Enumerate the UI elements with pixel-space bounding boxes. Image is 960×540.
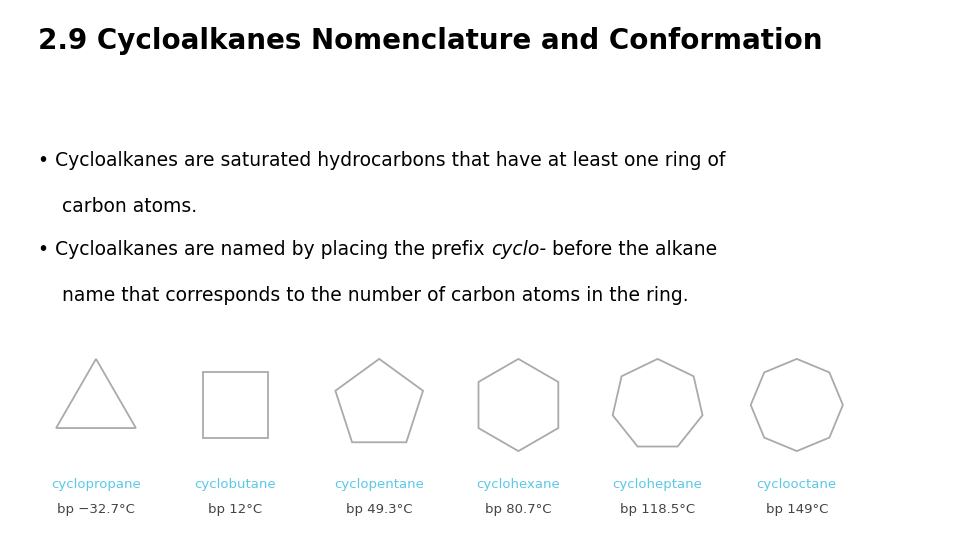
Text: cyclohexane: cyclohexane [476,478,561,491]
Text: bp 118.5°C: bp 118.5°C [620,503,695,516]
Text: • Cycloalkanes are saturated hydrocarbons that have at least one ring of: • Cycloalkanes are saturated hydrocarbon… [38,151,726,170]
Text: 2.9 Cycloalkanes Nomenclature and Conformation: 2.9 Cycloalkanes Nomenclature and Confor… [38,27,823,55]
Text: bp 149°C: bp 149°C [766,503,828,516]
Text: cyclobutane: cyclobutane [194,478,276,491]
Text: name that corresponds to the number of carbon atoms in the ring.: name that corresponds to the number of c… [38,286,689,305]
Text: bp −32.7°C: bp −32.7°C [57,503,135,516]
Text: cyclooctane: cyclooctane [756,478,837,491]
Text: cyclo-: cyclo- [491,240,546,259]
Text: bp 80.7°C: bp 80.7°C [485,503,552,516]
Text: bp 49.3°C: bp 49.3°C [346,503,413,516]
Text: carbon atoms.: carbon atoms. [38,197,198,216]
Text: cyclopropane: cyclopropane [51,478,141,491]
Text: bp 12°C: bp 12°C [208,503,262,516]
Text: cyclopentane: cyclopentane [334,478,424,491]
Text: before the alkane: before the alkane [546,240,717,259]
Text: • Cycloalkanes are named by placing the prefix: • Cycloalkanes are named by placing the … [38,240,491,259]
Text: cycloheptane: cycloheptane [612,478,703,491]
